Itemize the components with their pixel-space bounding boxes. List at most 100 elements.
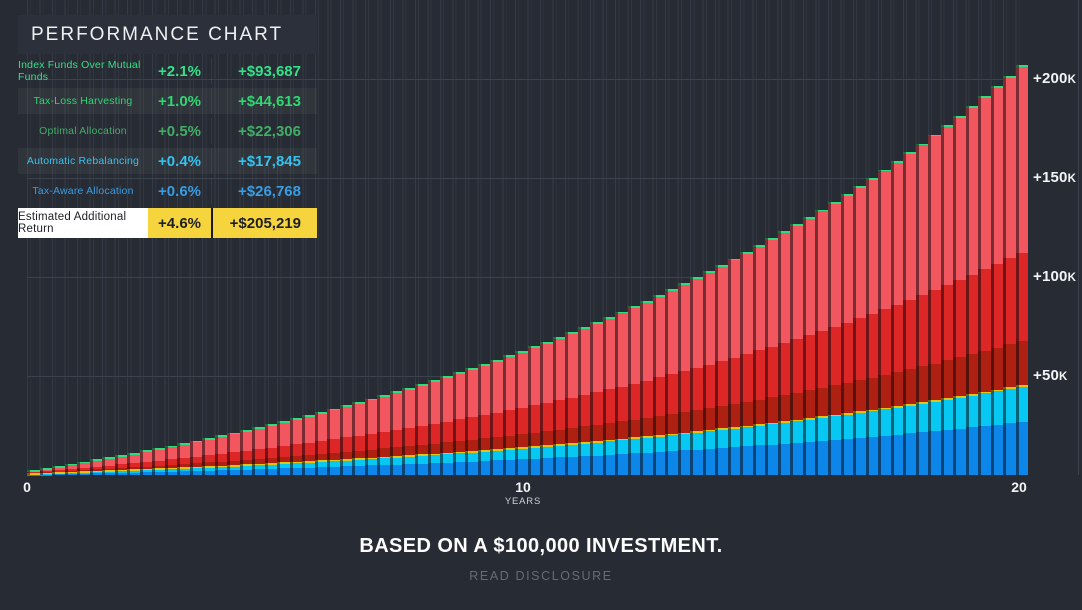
bar-hairline-yellow [690, 431, 703, 433]
stacked-bar [402, 0, 415, 475]
bar-segment [339, 407, 353, 438]
bar-segment [440, 421, 453, 443]
bar-segment [1003, 388, 1016, 424]
bar-segment [990, 263, 1004, 348]
bar-segment [327, 439, 340, 453]
bar-hairline-yellow [677, 432, 691, 435]
bar-segment [765, 240, 778, 347]
bar-hairline-yellow [277, 462, 290, 465]
read-disclosure-link[interactable]: READ DISCLOSURE [469, 569, 613, 583]
bar-hairline-yellow [302, 461, 315, 463]
bar-segment [452, 441, 466, 452]
bar-segment [202, 439, 215, 456]
bar-segment [77, 473, 90, 475]
bar-segment [465, 439, 478, 451]
stacked-bar [878, 0, 891, 475]
stacked-bar [502, 0, 516, 475]
bar-segment [740, 401, 753, 426]
stacked-bar [965, 0, 979, 475]
stacked-bar [903, 0, 916, 475]
bar-segment [364, 459, 378, 466]
bar-segment [314, 453, 328, 461]
gridline [27, 78, 1028, 80]
chart-plot-area: +50K +100K +150K +200K 0 10 YEARS 20 [23, 0, 1079, 507]
bar-segment [327, 452, 340, 460]
stacked-bar [289, 0, 303, 475]
bar-segment [227, 434, 240, 453]
bar-cap-green [64, 463, 78, 466]
bar-cap-green [465, 368, 478, 371]
bar-segment [802, 441, 816, 475]
bar-segment [52, 473, 65, 475]
bar-cap-green [652, 295, 666, 297]
bar-hairline-yellow [990, 389, 1004, 392]
bar-cap-green [727, 258, 741, 261]
bar-segment [114, 468, 128, 470]
bar-cap-green [928, 134, 941, 137]
bar-segment [940, 429, 954, 475]
bar-segment [953, 397, 966, 429]
stacked-bar [239, 0, 253, 475]
bar-hairline-yellow [152, 468, 165, 470]
bar-hairline-yellow [427, 453, 441, 456]
stacked-bar [777, 0, 791, 475]
bar-cap-green [590, 322, 603, 324]
bar-segment [114, 456, 128, 465]
bar-cap-green [690, 277, 703, 280]
stacked-bar [52, 0, 65, 475]
stacked-bar [1015, 0, 1029, 475]
stacked-bar [27, 0, 40, 475]
bar-segment [702, 431, 716, 449]
bar-segment [577, 394, 591, 427]
stacked-bar [339, 0, 353, 475]
bar-segment [452, 374, 466, 420]
bar-segment [777, 443, 791, 475]
bar-segment [1015, 67, 1029, 253]
bar-cap-green [602, 316, 616, 319]
bar-segment [690, 410, 703, 432]
bar-segment [903, 369, 916, 405]
bar-segment [227, 460, 240, 465]
bar-segment [715, 266, 728, 362]
bar-segment [890, 372, 904, 406]
stacked-bar [164, 0, 178, 475]
bar-segment [515, 459, 528, 475]
bar-segment [615, 454, 628, 475]
bar-cap-green [1015, 65, 1029, 68]
bar-segment [540, 446, 553, 459]
bar-segment [702, 448, 716, 475]
y-tick-label: +100K [1033, 268, 1077, 285]
bar-segment [552, 429, 566, 445]
stacked-bar [565, 0, 578, 475]
bar-segment [277, 464, 290, 469]
bar-segment [765, 444, 778, 475]
bar-segment [502, 449, 516, 460]
bar-segment [52, 474, 65, 475]
bar-segment [427, 463, 441, 475]
stacked-bar [978, 0, 991, 475]
bar-hairline-yellow [352, 458, 365, 460]
bar-cap-green [302, 415, 315, 417]
bar-segment [790, 392, 803, 420]
bar-segment [802, 390, 816, 419]
bar-cap-green [865, 178, 879, 180]
bar-segment [577, 443, 591, 457]
stacked-bar [465, 0, 478, 475]
bar-segment [202, 455, 215, 463]
legend-row: Tax-Loss Harvesting +1.0% +$44,613 [18, 88, 317, 114]
bar-segment [139, 470, 153, 473]
bar-segment [540, 431, 553, 446]
stacked-bar [627, 0, 641, 475]
bar-segment [202, 470, 215, 475]
bar-hairline-yellow [890, 405, 904, 408]
bar-segment [252, 458, 265, 464]
stacked-bar [452, 0, 466, 475]
bar-segment [727, 428, 741, 448]
bar-segment [565, 397, 578, 428]
bar-segment [264, 464, 278, 469]
bar-segment [990, 347, 1004, 390]
bar-segment [552, 457, 566, 475]
bar-segment [302, 442, 315, 455]
bar-segment [878, 171, 891, 310]
bar-cap-green [27, 469, 40, 472]
